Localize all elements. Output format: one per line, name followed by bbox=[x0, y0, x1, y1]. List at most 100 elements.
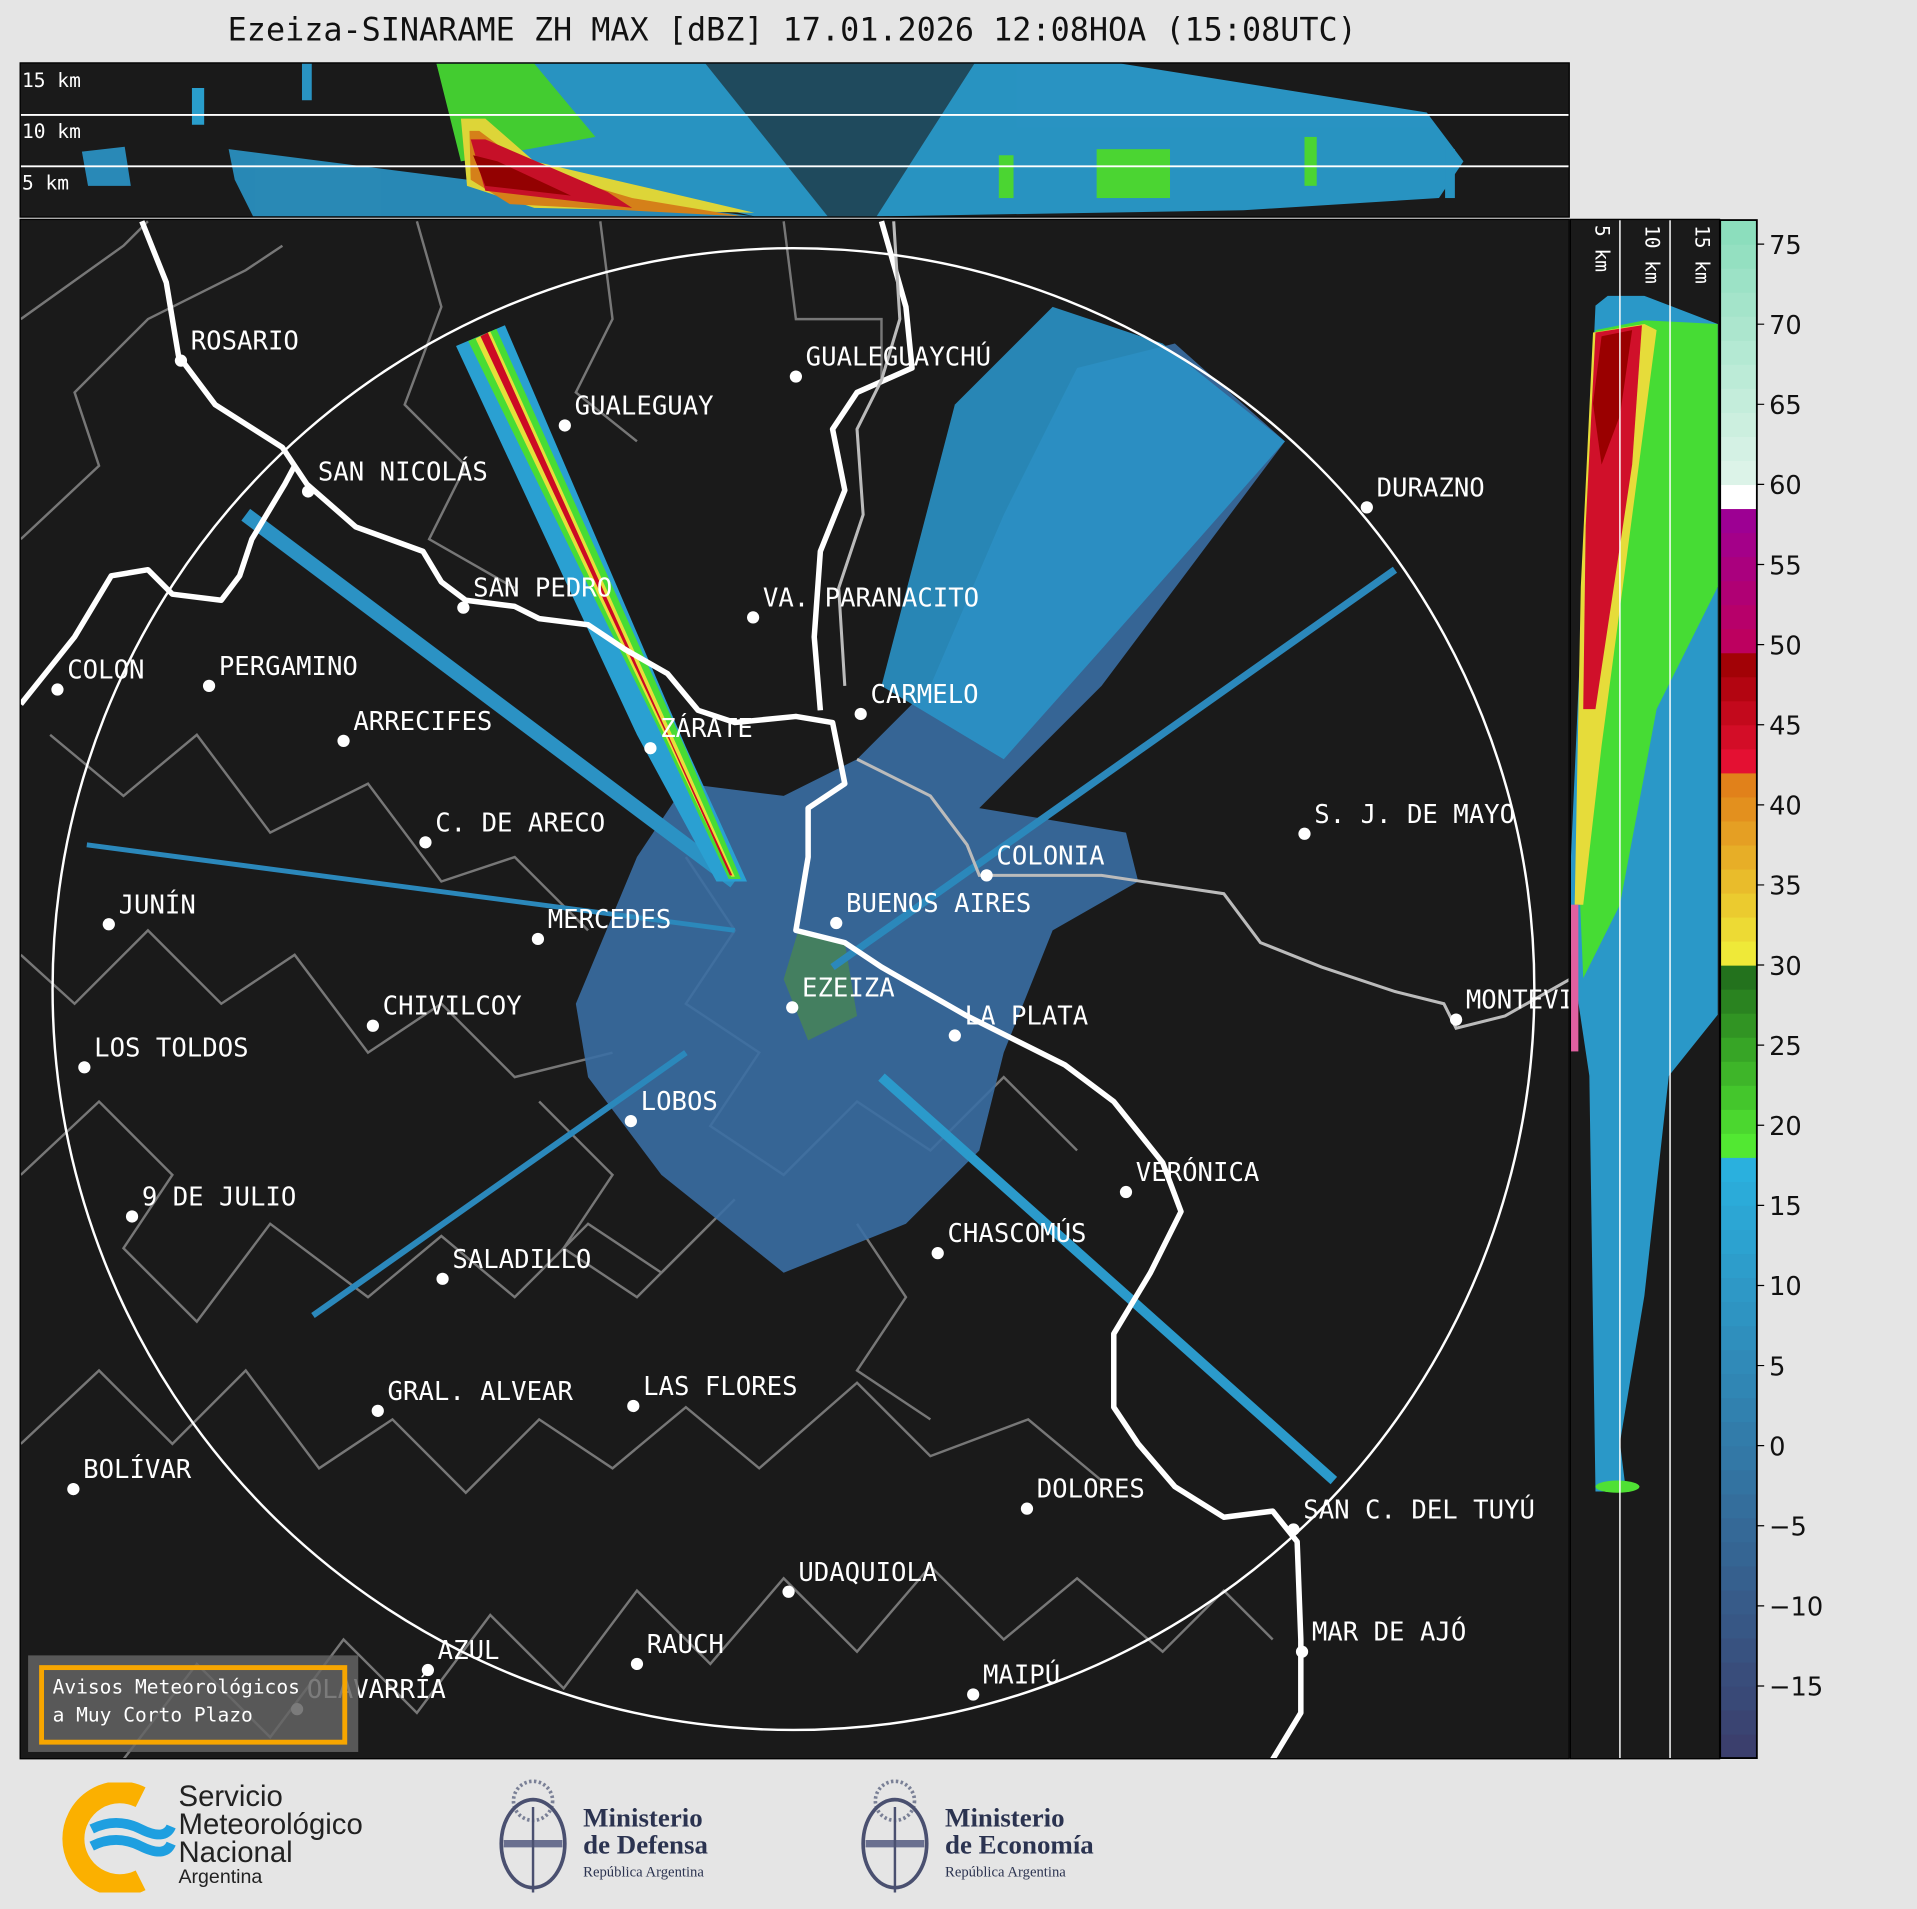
city-label: C. DE ARECO bbox=[435, 808, 605, 838]
colorbar-bin bbox=[1720, 316, 1757, 341]
city-dot bbox=[1020, 1502, 1034, 1515]
colorbar-bin bbox=[1720, 1157, 1757, 1182]
city-label: ZÁRATE bbox=[660, 712, 753, 744]
side-height-label-10: 10 km bbox=[1641, 225, 1664, 284]
city-marker: ARRECIFES bbox=[337, 707, 492, 747]
colorbar-bin bbox=[1720, 292, 1757, 317]
colorbar-bin bbox=[1720, 1325, 1757, 1351]
colorbar-bin bbox=[1720, 244, 1757, 269]
city-label: EZEIZA bbox=[802, 973, 895, 1003]
smn-line-3: Nacional bbox=[178, 1836, 293, 1870]
city-marker: CHASCOMÚS bbox=[931, 1217, 1087, 1260]
defensa-line-3: República Argentina bbox=[583, 1863, 704, 1881]
city-label: LOBOS bbox=[641, 1087, 718, 1117]
smn-line-4: Argentina bbox=[178, 1866, 263, 1888]
side-section-echo: 5 km 10 km 15 km bbox=[1571, 220, 1718, 1759]
smn-line-2: Meteorológico bbox=[178, 1808, 363, 1842]
city-label: GUALEGUAYCHÚ bbox=[806, 341, 991, 373]
radar-map[interactable]: ROSARIO GUALEGUAY GUALEGUAYCHÚ SAN NICOLÁS D… bbox=[19, 218, 1570, 1760]
city-label: BOLÍVAR bbox=[83, 1453, 192, 1485]
city-dot bbox=[630, 1657, 644, 1671]
colorbar-tick-label: 55 bbox=[1769, 551, 1802, 581]
colorbar-bin bbox=[1720, 1517, 1757, 1543]
colorbar-tick-label: 10 bbox=[1769, 1272, 1802, 1302]
colorbar-bin bbox=[1720, 916, 1757, 942]
city-dot bbox=[931, 1247, 944, 1260]
city-label: SAN C. DEL TUYÚ bbox=[1303, 1493, 1535, 1525]
city-label: AZUL bbox=[438, 1636, 500, 1666]
colorbar-tick-label: 35 bbox=[1769, 872, 1802, 902]
city-label: CHASCOMÚS bbox=[947, 1217, 1086, 1249]
colorbar-bin bbox=[1720, 1037, 1757, 1062]
city-label: VA. PARANACITO bbox=[763, 583, 979, 613]
colorbar-tick-label: 0 bbox=[1769, 1432, 1785, 1462]
city-label: UDAQUIOLA bbox=[798, 1558, 937, 1588]
city-label: DOLORES bbox=[1037, 1475, 1145, 1505]
city-dot bbox=[531, 932, 545, 946]
city-label: GRAL. ALVEAR bbox=[388, 1377, 574, 1407]
city-marker: 9 DE JULIO bbox=[125, 1182, 296, 1223]
city-dot bbox=[301, 485, 315, 498]
colorbar-bin bbox=[1720, 436, 1757, 461]
city-dot bbox=[51, 683, 64, 696]
colorbar-bin bbox=[1720, 628, 1757, 654]
city-marker: DOLORES bbox=[1020, 1475, 1145, 1515]
colorbar-bin bbox=[1720, 844, 1757, 870]
city-dot bbox=[1295, 1645, 1309, 1658]
city-dot bbox=[948, 1029, 961, 1042]
colorbar-bin bbox=[1720, 1085, 1757, 1110]
colorbar-tick-label: 60 bbox=[1769, 471, 1802, 501]
uruguay-coast bbox=[837, 221, 1569, 1030]
colorbar-bin bbox=[1720, 941, 1757, 966]
city-dot bbox=[337, 734, 350, 747]
city-dot bbox=[830, 916, 843, 930]
city-label: RAUCH bbox=[647, 1630, 724, 1660]
city-marker: SALADILLO bbox=[436, 1245, 591, 1285]
colorbar-bin bbox=[1720, 772, 1757, 798]
colorbar-bin bbox=[1720, 820, 1757, 846]
alert-box-link[interactable]: Avisos Meteorológicos a Muy Corto Plazo bbox=[39, 1665, 348, 1745]
coat-of-arms-economia-icon bbox=[861, 1779, 929, 1893]
side-height-section: 5 km 10 km 15 km bbox=[1569, 218, 1721, 1760]
city-marker: BUENOS AIRES bbox=[830, 889, 1031, 930]
alert-line-2: a Muy Corto Plazo bbox=[52, 1703, 253, 1727]
colorbar-bin bbox=[1720, 892, 1757, 918]
colorbar-bin bbox=[1720, 388, 1757, 413]
colorbar-tick-label: 30 bbox=[1769, 952, 1802, 982]
colorbar-bin bbox=[1720, 652, 1757, 678]
colorbar-bin bbox=[1720, 484, 1757, 510]
city-marker: S. J. DE MAYO bbox=[1298, 800, 1515, 840]
city-marker: COLONIA bbox=[980, 841, 1105, 882]
colorbar-bin bbox=[1720, 1277, 1757, 1303]
city-dot bbox=[782, 1585, 795, 1598]
city-marker: GUALEGUAYCHÚ bbox=[789, 341, 991, 383]
height-label-5: 5 km bbox=[22, 171, 69, 194]
city-marker: EZEIZA bbox=[786, 973, 895, 1014]
city-markers: ROSARIO GUALEGUAY GUALEGUAYCHÚ SAN NICOLÁS D… bbox=[51, 327, 1569, 1716]
colorbar-tick-label: 75 bbox=[1769, 231, 1802, 261]
colorbar-bin bbox=[1720, 1205, 1757, 1230]
colorbar-bin bbox=[1720, 796, 1757, 822]
colorbar-tick-label: 15 bbox=[1769, 1192, 1802, 1222]
colorbar-bin bbox=[1720, 1421, 1757, 1447]
colorbar-tick-label: 25 bbox=[1769, 1032, 1802, 1062]
city-label: JUNÍN bbox=[119, 888, 196, 920]
colorbar-bin bbox=[1720, 1710, 1757, 1735]
alert-box[interactable]: Avisos Meteorológicos a Muy Corto Plazo bbox=[28, 1655, 359, 1752]
colorbar-tick-label: 45 bbox=[1769, 712, 1802, 742]
city-dot bbox=[174, 354, 188, 367]
city-dot bbox=[789, 370, 803, 383]
colorbar-bin bbox=[1720, 1133, 1757, 1158]
city-dot bbox=[624, 1114, 637, 1128]
city-dot bbox=[421, 1663, 435, 1677]
colorbar-bin bbox=[1720, 724, 1757, 750]
colorbar-bin bbox=[1720, 220, 1757, 245]
figure-title: Ezeiza-SINARAME ZH MAX [dBZ] 17.01.2026 … bbox=[227, 12, 1357, 49]
city-label: CARMELO bbox=[870, 680, 978, 710]
city-dot bbox=[980, 869, 993, 882]
city-dot bbox=[644, 742, 657, 755]
smn-logo-icon bbox=[62, 1782, 176, 1893]
city-marker: VA. PARANACITO bbox=[746, 583, 979, 624]
city-marker: GUALEGUAY bbox=[558, 391, 714, 432]
